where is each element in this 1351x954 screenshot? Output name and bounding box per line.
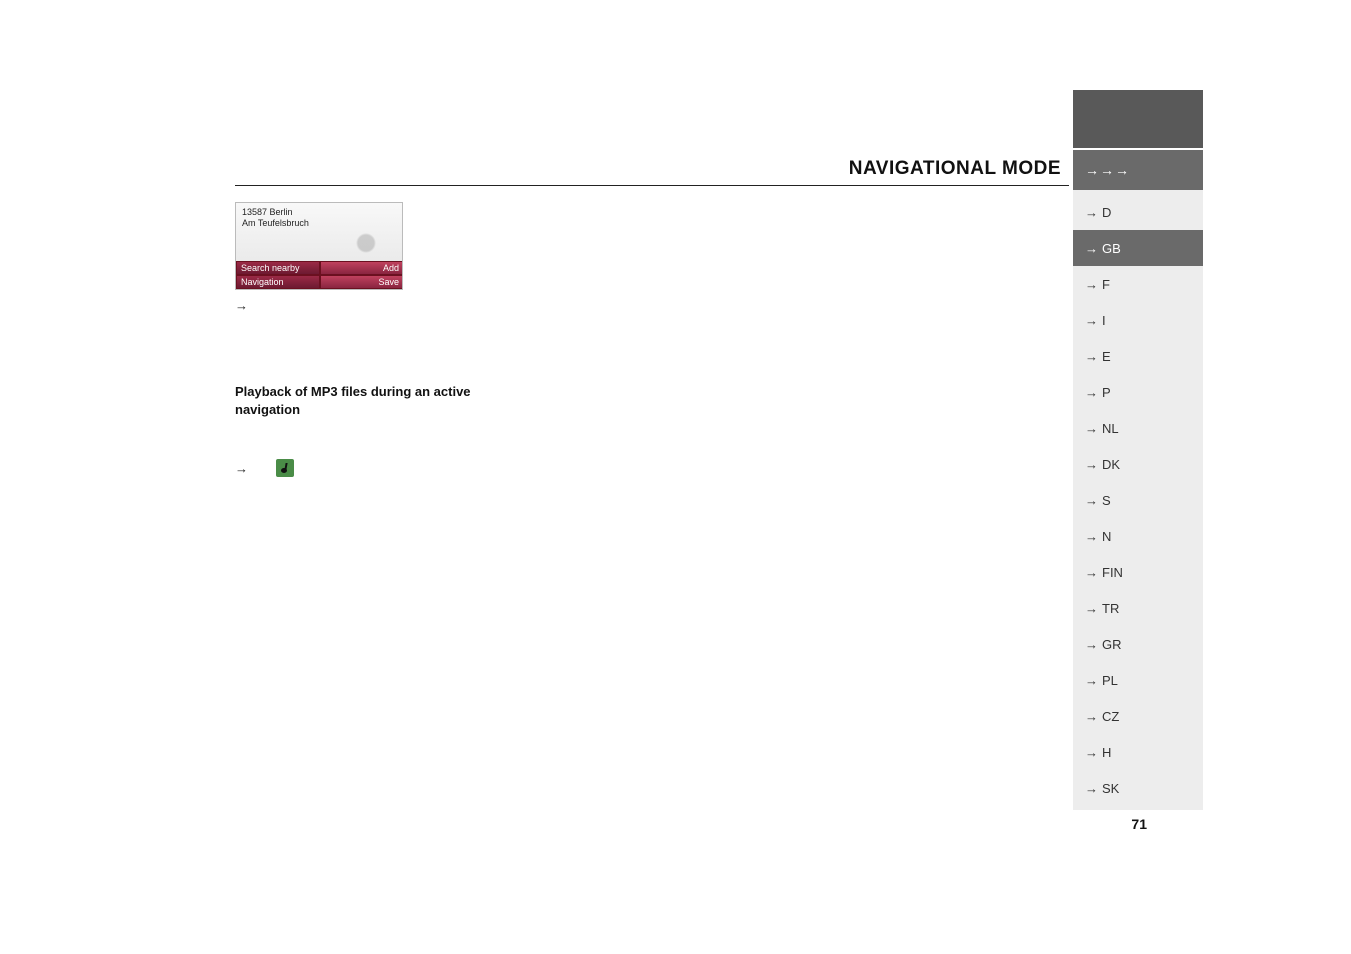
sidebar-item-label: E: [1102, 349, 1111, 364]
sidebar-item-s[interactable]: → S: [1073, 482, 1203, 518]
sidebar-item-label: TR: [1102, 601, 1119, 616]
sidebar-item-arrow: →: [1085, 493, 1098, 508]
sidebar-item-n[interactable]: → N: [1073, 518, 1203, 554]
sidebar-item-h[interactable]: → H: [1073, 734, 1203, 770]
sidebar-item-sk[interactable]: → SK: [1073, 770, 1203, 806]
sidebar-item-arrow: →: [1085, 277, 1098, 292]
sidebar-item-arrow: →: [1085, 457, 1098, 472]
sidebar-item-arrow: →: [1085, 529, 1098, 544]
sidebar-header-arrows-text: →→→: [1085, 162, 1130, 178]
sidebar-item-tr[interactable]: → TR: [1073, 590, 1203, 626]
sidebar-item-gr[interactable]: → GR: [1073, 626, 1203, 662]
sidebar-item-arrow: →: [1085, 565, 1098, 580]
sidebar-item-i[interactable]: → I: [1073, 302, 1203, 338]
sidebar-item-arrow: →: [1085, 673, 1098, 688]
sidebar-item-arrow: →: [1085, 349, 1098, 364]
sidebar-item-label: DK: [1102, 457, 1120, 472]
sidebar-item-arrow: →: [1085, 637, 1098, 652]
device-address-line1: 13587 Berlin: [242, 207, 293, 217]
instruction-arrow: →: [235, 298, 535, 313]
content-column: 13587 Berlin Am Teufelsbruch Search near…: [235, 202, 535, 477]
sidebar-item-label: SK: [1102, 781, 1119, 796]
sidebar-item-arrow: →: [1085, 241, 1098, 256]
sidebar-item-f[interactable]: → F: [1073, 266, 1203, 302]
device-button-row-1: Search nearby Add: [236, 261, 403, 275]
sidebar-item-label: D: [1102, 205, 1111, 220]
sidebar-item-e[interactable]: → E: [1073, 338, 1203, 374]
device-btn-save[interactable]: Save: [320, 275, 403, 289]
sidebar-item-dk[interactable]: → DK: [1073, 446, 1203, 482]
sidebar-item-label: PL: [1102, 673, 1118, 688]
device-btn-add[interactable]: Add: [320, 261, 403, 275]
sidebar-item-nl[interactable]: → NL: [1073, 410, 1203, 446]
sidebar-item-label: N: [1102, 529, 1111, 544]
music-note-icon: [280, 463, 290, 473]
sidebar-item-label: CZ: [1102, 709, 1119, 724]
sidebar-item-label: S: [1102, 493, 1111, 508]
country-sidebar: → D→ GB→ F→ I→ E→ P→ NL→ DK→ S→ N→ FIN→ …: [1073, 190, 1203, 810]
device-btn-navigation[interactable]: Navigation: [236, 275, 320, 289]
mp3-icon: [276, 459, 294, 477]
device-btn-search-nearby[interactable]: Search nearby: [236, 261, 320, 275]
page: NAVIGATIONAL MODE →→→ → D→ GB→ F→ I→ E→ …: [0, 0, 1351, 954]
sidebar-item-label: NL: [1102, 421, 1119, 436]
sidebar-item-cz[interactable]: → CZ: [1073, 698, 1203, 734]
sidebar-item-p[interactable]: → P: [1073, 374, 1203, 410]
sidebar-item-label: FIN: [1102, 565, 1123, 580]
header-rule: [235, 185, 1069, 186]
device-button-row-2: Navigation Save: [236, 275, 403, 289]
playback-arrow: →: [235, 461, 248, 476]
sidebar-item-label: GR: [1102, 637, 1122, 652]
sidebar-item-arrow: →: [1085, 709, 1098, 724]
page-number: 71: [1131, 816, 1147, 832]
sidebar-item-label: F: [1102, 277, 1110, 292]
sidebar-header-arrows: →→→: [1073, 150, 1203, 190]
sidebar-item-arrow: →: [1085, 601, 1098, 616]
playback-instruction-row: →: [235, 459, 535, 477]
device-address-line2: Am Teufelsbruch: [242, 218, 309, 228]
sidebar-item-label: GB: [1102, 241, 1121, 256]
device-button-rows: Search nearby Add Navigation Save: [236, 261, 403, 289]
sidebar-item-d[interactable]: → D: [1073, 194, 1203, 230]
corner-block: [1073, 90, 1203, 148]
device-address: 13587 Berlin Am Teufelsbruch: [242, 207, 309, 229]
device-screenshot: 13587 Berlin Am Teufelsbruch Search near…: [235, 202, 403, 290]
sidebar-item-fin[interactable]: → FIN: [1073, 554, 1203, 590]
sidebar-item-arrow: →: [1085, 421, 1098, 436]
sidebar-item-arrow: →: [1085, 205, 1098, 220]
sidebar-item-pl[interactable]: → PL: [1073, 662, 1203, 698]
page-title: NAVIGATIONAL MODE: [849, 158, 1061, 180]
sidebar-item-label: I: [1102, 313, 1106, 328]
sidebar-item-arrow: →: [1085, 781, 1098, 796]
sidebar-item-arrow: →: [1085, 385, 1098, 400]
sidebar-item-gb[interactable]: → GB: [1073, 230, 1203, 266]
sidebar-item-label: H: [1102, 745, 1111, 760]
sidebar-item-arrow: →: [1085, 313, 1098, 328]
sidebar-item-arrow: →: [1085, 745, 1098, 760]
section-title-playback: Playback of MP3 files during an active n…: [235, 383, 510, 419]
sidebar-item-label: P: [1102, 385, 1111, 400]
